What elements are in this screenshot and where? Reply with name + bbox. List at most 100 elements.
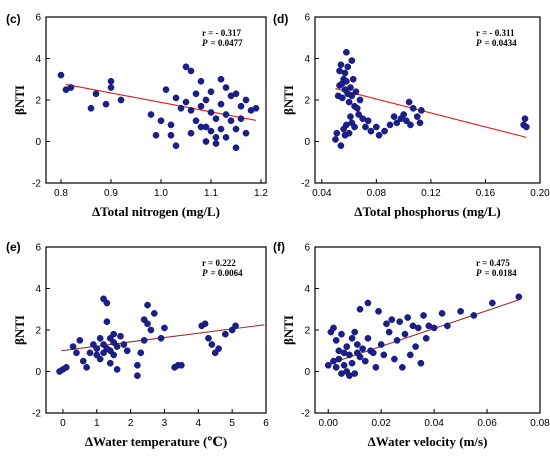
p-value: P = 0.0064 [202,268,243,278]
data-point [351,328,359,336]
p-value: P = 0.0477 [202,38,243,48]
data-point [182,98,190,106]
data-point [420,312,427,319]
r-value: r = - 0.311 [476,28,515,38]
data-point [242,96,250,104]
data-point [103,318,111,326]
r-value: r = 0.222 [202,258,236,268]
data-point [356,353,364,361]
x-tick-label: 0.20 [530,188,550,199]
data-point [83,364,90,371]
data-point [157,334,165,342]
data-point [93,345,101,353]
data-point [388,316,396,323]
data-point [217,125,225,133]
data-point [152,131,160,139]
data-point [405,98,413,106]
y-tick-label: 0 [304,137,310,148]
y-axis-label: βNTI [12,85,27,115]
data-point [212,134,220,141]
y-axis-label: βNTI [12,315,27,345]
x-tick-label: 0.16 [476,188,496,199]
y-tick-label: 2 [304,326,310,337]
y-tick-label: 0 [304,367,310,378]
data-point [57,71,65,79]
y-tick-label: -2 [32,409,41,420]
x-tick-label: 1.1 [204,188,218,199]
data-point [438,310,446,317]
data-point [349,75,357,83]
data-point [348,334,356,342]
data-point [361,357,369,365]
p-symbol: P [202,268,208,278]
data-point [217,100,225,108]
data-point [414,324,422,332]
data-point [222,111,230,118]
data-point [167,131,175,139]
data-point [470,312,478,319]
x-tick-label: 0.12 [421,188,441,199]
x-tick-label: 4 [196,418,202,429]
data-point [177,104,185,112]
x-axis-label: ΔWater temperature (℃) [85,434,227,449]
data-point [359,345,366,353]
data-point [348,57,356,64]
data-point [338,330,345,338]
data-point [418,107,425,114]
data-point [202,96,210,104]
y-tick-label: -2 [301,179,310,190]
data-point [192,117,200,125]
data-point [202,123,210,131]
data-point [332,364,340,371]
data-point [380,351,388,359]
y-axis-label: βNTI [281,315,296,345]
x-tick-label: 0 [60,418,66,429]
data-point [62,364,70,371]
x-tick-label: 2 [128,418,134,429]
y-tick-label: 4 [304,54,310,65]
data-point [232,90,240,98]
data-point [242,129,250,137]
x-tick-label: 5 [229,418,235,429]
p-number: = 0.0477 [211,38,244,48]
data-point [393,337,401,344]
data-point [515,293,523,301]
x-axis-label: ΔTotal nitrogen (mg/L) [92,204,220,219]
data-point [192,90,200,98]
data-point [150,310,158,317]
data-point [222,134,230,141]
data-point [187,107,195,114]
y-tick-label: 6 [304,13,310,24]
data-point [67,84,75,91]
p-value: P = 0.0434 [476,38,517,48]
x-axis-label: ΔTotal phosphorus (mg/L) [354,204,500,219]
data-point [197,102,205,110]
data-point [117,96,125,104]
data-point [187,67,195,75]
data-point [207,88,215,96]
p-symbol: P [476,268,482,278]
data-point [212,140,220,147]
x-tick-label: 6 [263,418,269,429]
data-point [208,341,216,348]
data-point [332,136,339,143]
p-symbol: P [476,38,482,48]
data-point [73,349,80,357]
r-value: r = 0.475 [476,258,510,268]
data-point [140,337,148,344]
panel-label: (d) [273,12,288,26]
data-point [187,129,195,137]
data-point [385,328,393,336]
y-tick-label: 0 [35,367,41,378]
x-tick-label: 1 [94,418,100,429]
data-point [523,123,530,131]
r-value: r = - 0.317 [202,28,241,38]
data-point [351,123,358,131]
x-tick-label: 0.04 [424,418,444,429]
data-point [343,343,351,350]
data-point [367,127,375,135]
data-point [340,361,348,369]
data-point [134,361,141,369]
data-point [391,355,398,363]
